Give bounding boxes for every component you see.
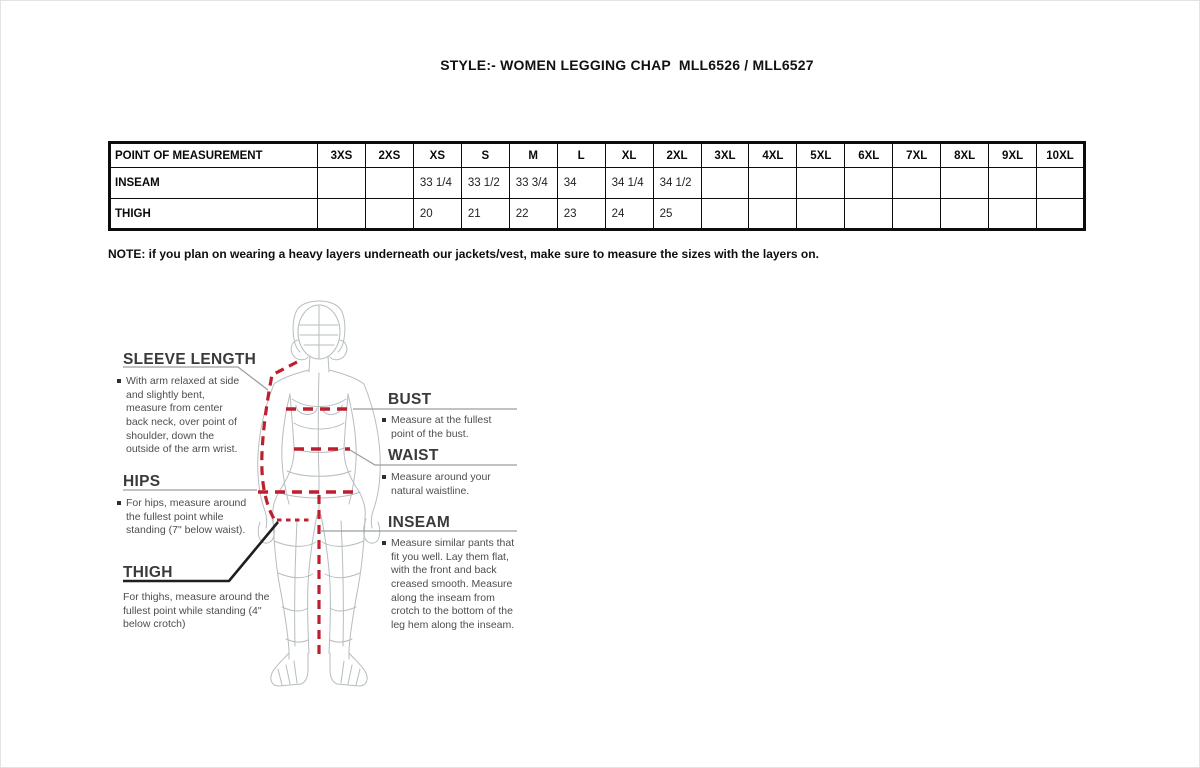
col-header-size: 2XL: [652, 142, 702, 168]
section-desc-thigh: For thighs, measure around the fullest p…: [123, 591, 270, 631]
section-desc-bust: Measure at the fullest point of the bust…: [382, 414, 507, 441]
measurement-cell: 22: [508, 198, 558, 230]
note-text: NOTE: if you plan on wearing a heavy lay…: [108, 247, 819, 261]
col-header-size: 3XS: [317, 142, 366, 168]
measurement-cell: 21: [460, 198, 510, 230]
measurement-cell: 33 3/4: [508, 167, 558, 199]
bullet-icon: [117, 501, 121, 505]
measurement-cell: 33 1/4: [412, 167, 462, 199]
col-header-size: 3XL: [700, 142, 750, 168]
section-title-bust: BUST: [388, 391, 432, 408]
measurement-cell: [988, 167, 1038, 199]
measurement-cell: 23: [556, 198, 606, 230]
measurement-cell: [892, 198, 942, 230]
measurement-cell: [364, 198, 414, 230]
row-label: THIGH: [109, 198, 318, 230]
body-figure-svg: [123, 300, 517, 687]
thigh-pointer-line: [123, 521, 280, 583]
measurement-cell: 34: [556, 167, 606, 199]
section-desc-sleeve-length: With arm relaxed at side and slightly be…: [117, 375, 241, 457]
measurement-cell: [940, 198, 990, 230]
section-title-hips: HIPS: [123, 473, 161, 490]
sleeve-measure-line: [260, 360, 298, 520]
sleeve-length-pointer-line: [123, 366, 269, 391]
col-header-size: 9XL: [988, 142, 1038, 168]
section-desc-hips: For hips, measure around the fullest poi…: [117, 497, 247, 538]
measurement-cell: [364, 167, 414, 199]
col-header-size: 8XL: [940, 142, 990, 168]
measurement-cell: 25: [652, 198, 702, 230]
bullet-icon: [382, 475, 386, 479]
measurement-cell: 20: [412, 198, 462, 230]
measurement-cell: [892, 167, 942, 199]
section-title-waist: WAIST: [388, 447, 439, 464]
measurement-cell: [988, 198, 1038, 230]
section-title-thigh: THIGH: [123, 564, 173, 581]
measurement-cell: 34 1/4: [604, 167, 654, 199]
measurement-cell: 33 1/2: [460, 167, 510, 199]
table-row: INSEAM 33 1/4 33 1/2 33 3/4 34 34 1/4 34 1/2: [109, 167, 1085, 199]
measurement-cell: [940, 167, 990, 199]
section-desc-inseam: Measure similar pants that fit you well.…: [382, 537, 518, 632]
measurement-cell: [317, 198, 366, 230]
measurement-cell: [796, 198, 846, 230]
bullet-icon: [382, 541, 386, 545]
section-title-sleeve-length: SLEEVE LENGTH: [123, 351, 257, 368]
size-chart-table: POINT OF MEASUREMENT 3XS 2XS XS S M L XL 2XL 3XL 4…: [108, 141, 1086, 231]
page-title: STYLE:- WOMEN LEGGING CHAP MLL6526 / MLL…: [440, 57, 814, 73]
section-desc-waist: Measure around your natural waistline.: [382, 471, 507, 498]
section-title-inseam: INSEAM: [388, 514, 451, 531]
measurement-cell: [1036, 198, 1085, 230]
measurement-cell: [844, 198, 894, 230]
col-header-size: 6XL: [844, 142, 894, 168]
measurement-cell: 34 1/2: [652, 167, 702, 199]
bullet-icon: [382, 418, 386, 422]
table-row: THIGH 20 21 22 23 24 25: [109, 198, 1085, 230]
measurement-cell: [317, 167, 366, 199]
row-label: INSEAM: [109, 167, 318, 199]
waist-pointer-line: [349, 449, 517, 466]
bullet-icon: [117, 379, 121, 383]
